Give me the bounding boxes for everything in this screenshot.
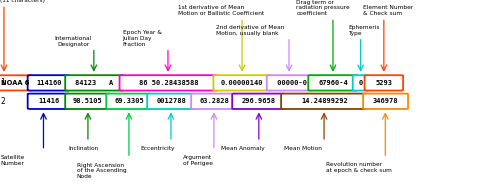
Text: 1: 1 <box>0 78 5 87</box>
FancyBboxPatch shape <box>213 75 271 90</box>
FancyBboxPatch shape <box>308 75 358 90</box>
FancyBboxPatch shape <box>365 75 403 90</box>
Text: 98.5105: 98.5105 <box>73 98 103 104</box>
Text: 114160: 114160 <box>36 80 61 86</box>
Text: Mean Motion: Mean Motion <box>284 146 322 151</box>
FancyBboxPatch shape <box>0 75 33 90</box>
Text: Mean Anomaly: Mean Anomaly <box>221 146 265 151</box>
Text: Element Number
& Check sum: Element Number & Check sum <box>363 5 413 16</box>
Text: 0012788: 0012788 <box>157 98 186 104</box>
FancyBboxPatch shape <box>65 75 124 90</box>
Text: Eccentricity: Eccentricity <box>141 146 175 151</box>
FancyBboxPatch shape <box>147 94 196 109</box>
Text: Right Ascension
of the Ascending
Node: Right Ascension of the Ascending Node <box>77 162 126 179</box>
Text: 0: 0 <box>359 80 363 86</box>
Text: 67960-4: 67960-4 <box>318 80 348 86</box>
Text: Name of Satellite
(11 characters): Name of Satellite (11 characters) <box>0 0 52 3</box>
FancyBboxPatch shape <box>191 94 237 109</box>
Text: Inclination: Inclination <box>68 146 98 151</box>
Text: 2nd derivative of Mean
Motion, usually blank: 2nd derivative of Mean Motion, usually b… <box>216 25 285 36</box>
Text: 5293: 5293 <box>375 80 392 86</box>
Text: NOAA 6: NOAA 6 <box>1 80 30 86</box>
Text: 86 50.28438588: 86 50.28438588 <box>139 80 199 86</box>
FancyBboxPatch shape <box>28 94 70 109</box>
FancyBboxPatch shape <box>65 94 111 109</box>
Text: International
Designator: International Designator <box>54 36 92 47</box>
Text: Epoch Year &
Julian Day
Fraction: Epoch Year & Julian Day Fraction <box>123 30 162 47</box>
FancyBboxPatch shape <box>267 75 313 90</box>
FancyBboxPatch shape <box>28 75 70 90</box>
FancyBboxPatch shape <box>363 94 408 109</box>
FancyBboxPatch shape <box>106 94 152 109</box>
Text: 69.3305: 69.3305 <box>114 98 144 104</box>
Text: 346978: 346978 <box>373 98 398 104</box>
Text: 84123   A: 84123 A <box>76 80 114 86</box>
Text: 1st derivative of Mean
Motion or Ballistic Coefficient: 1st derivative of Mean Motion or Ballist… <box>178 5 264 16</box>
Text: Ephemeris
Type: Ephemeris Type <box>348 25 380 36</box>
Text: 00000-0: 00000-0 <box>273 80 307 86</box>
Text: 296.9658: 296.9658 <box>242 98 276 104</box>
FancyBboxPatch shape <box>353 75 369 90</box>
Text: 2: 2 <box>0 97 5 106</box>
Text: 11416: 11416 <box>38 98 59 104</box>
FancyBboxPatch shape <box>120 75 218 90</box>
Text: 0.00000140: 0.00000140 <box>221 80 264 86</box>
Text: 63.2828: 63.2828 <box>199 98 229 104</box>
Text: 14.24899292: 14.24899292 <box>301 98 348 104</box>
Text: Revolution number
at epoch & check sum: Revolution number at epoch & check sum <box>326 162 392 173</box>
Text: Argument
of Perigee: Argument of Perigee <box>183 155 213 166</box>
Text: Drag term or
radiation pressure
coefficient: Drag term or radiation pressure coeffici… <box>296 0 350 16</box>
Text: Satellite
Number: Satellite Number <box>0 155 25 166</box>
FancyBboxPatch shape <box>232 94 286 109</box>
FancyBboxPatch shape <box>281 94 368 109</box>
